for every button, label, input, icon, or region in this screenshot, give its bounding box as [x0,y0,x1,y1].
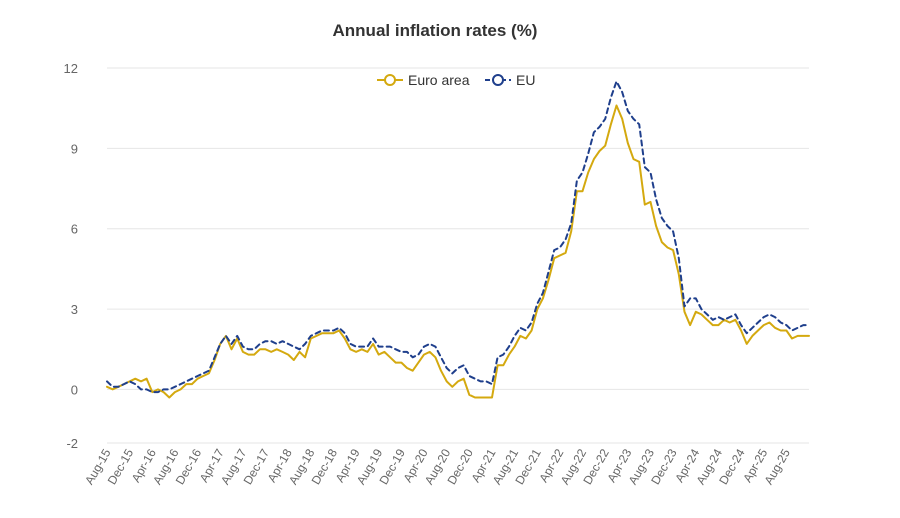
series-line-eu[interactable] [106,80,810,394]
legend-marker-icon [384,74,396,86]
legend-label: Euro area [408,72,470,88]
series-group [106,80,810,399]
legend-marker-icon [492,74,504,86]
y-tick-label: 6 [71,222,78,237]
series-line-euro-area[interactable] [106,104,810,399]
legend-label: EU [516,72,535,88]
grid [107,67,809,444]
y-tick-label: 12 [64,61,78,76]
legend-item-eu[interactable]: EU [485,72,535,88]
legend-item-euro-area[interactable]: Euro area [377,72,470,88]
legend[interactable]: Euro area EU [377,72,535,88]
y-tick-label: 9 [71,141,78,156]
y-tick-label: 0 [71,382,78,397]
y-tick-label: 3 [71,302,78,317]
chart-title: Annual inflation rates (%) [333,21,538,40]
x-axis: Aug-15Dec-15Apr-16Aug-16Dec-16Apr-17Aug-… [82,446,793,487]
y-tick-label: -2 [66,436,78,451]
y-axis: -2 0 3 6 9 12 [64,61,78,451]
